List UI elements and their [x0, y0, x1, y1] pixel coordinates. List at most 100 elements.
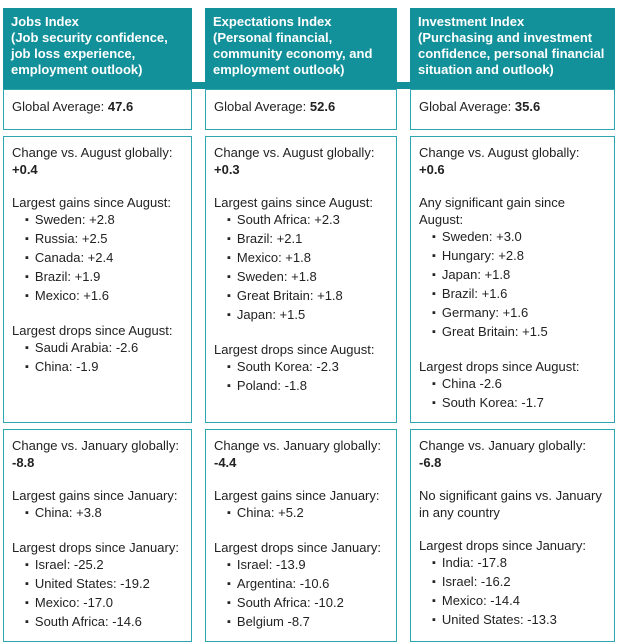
list-item: Sweden: +2.8 — [25, 211, 183, 230]
global-average-cell-jobs: Global Average: 47.6 — [3, 89, 192, 130]
august-cell-expectations: Change vs. August globally: +0.3 Largest… — [205, 136, 397, 423]
gains-list: China: +3.8 — [12, 504, 183, 523]
list-item: Brazil: +1.9 — [25, 268, 183, 287]
change-value: +0.6 — [419, 162, 445, 177]
change-value: -8.8 — [12, 455, 35, 470]
column-title: Expectations Index — [213, 14, 332, 29]
list-item: Brazil: +2.1 — [227, 230, 388, 249]
column-subtitle: (Personal financial, community economy, … — [213, 30, 373, 77]
list-item: Israel: -25.2 — [25, 556, 183, 575]
column-subtitle: (Job security confidence, job loss exper… — [11, 30, 168, 77]
list-item: Sweden: +1.8 — [227, 268, 388, 287]
list-item: Japan: +1.5 — [227, 306, 388, 325]
list-item: Israel: -13.9 — [227, 556, 388, 575]
january-cell-investment: Change vs. January globally: -6.8 No sig… — [410, 429, 615, 642]
global-average-cell-expectations: Global Average: 52.6 — [205, 89, 397, 130]
list-item: Great Britain: +1.8 — [227, 287, 388, 306]
global-average-value: 35.6 — [514, 99, 541, 114]
change-line: Change vs. August globally: +0.3 — [214, 145, 375, 177]
list-item: United States: -13.3 — [432, 611, 606, 630]
list-item: Israel: -16.2 — [432, 573, 606, 592]
list-item: Mexico: -17.0 — [25, 594, 183, 613]
list-item: Hungary: +2.8 — [432, 247, 606, 266]
list-item: China: +5.2 — [227, 504, 388, 523]
drops-list: India: -17.8Israel: -16.2Mexico: -14.4Un… — [419, 554, 606, 630]
list-item: Germany: +1.6 — [432, 304, 606, 323]
august-cell-investment: Change vs. August globally: +0.6 Any sig… — [410, 136, 615, 423]
list-item: Canada: +2.4 — [25, 249, 183, 268]
list-item: South Africa: -10.2 — [227, 594, 388, 613]
january-change-row: Change vs. January globally: -8.8 Larges… — [3, 429, 615, 642]
change-value: +0.4 — [12, 162, 38, 177]
list-item: Saudi Arabia: -2.6 — [25, 339, 183, 358]
change-line: Change vs. January globally: -8.8 — [12, 438, 179, 470]
drops-list: South Korea: -2.3Poland: -1.8 — [214, 358, 388, 396]
list-item: Great Britain: +1.5 — [432, 323, 606, 342]
gains-label: Largest gains since January: — [214, 488, 380, 503]
gains-label: Largest gains since January: — [12, 488, 178, 503]
header-row: Jobs Index (Job security confidence, job… — [3, 8, 615, 89]
august-cell-jobs: Change vs. August globally: +0.4 Largest… — [3, 136, 192, 423]
january-cell-expectations: Change vs. January globally: -4.4 Larges… — [205, 429, 397, 642]
list-item: South Africa: +2.3 — [227, 211, 388, 230]
gains-list: China: +5.2 — [214, 504, 388, 523]
column-title: Jobs Index — [11, 14, 79, 29]
column-subtitle: (Purchasing and investment confidence, p… — [418, 30, 605, 77]
column-header-jobs-index: Jobs Index (Job security confidence, job… — [3, 8, 192, 82]
list-item: Sweden: +3.0 — [432, 228, 606, 247]
drops-label: Largest drops since August: — [419, 359, 580, 374]
list-item: South Africa: -14.6 — [25, 613, 183, 632]
change-value: -6.8 — [419, 455, 442, 470]
list-item: Belgium -8.7 — [227, 613, 388, 632]
list-item: Brazil: +1.6 — [432, 285, 606, 304]
column-title: Investment Index — [418, 14, 525, 29]
list-item: Russia: +2.5 — [25, 230, 183, 249]
list-item: Argentina: -10.6 — [227, 575, 388, 594]
change-value: +0.3 — [214, 162, 240, 177]
list-item: China: -1.9 — [25, 358, 183, 377]
drops-list: Israel: -25.2United States: -19.2Mexico:… — [12, 556, 183, 632]
global-average-row: Global Average: 47.6 Global Average: 52.… — [3, 89, 615, 130]
global-average-value: 52.6 — [309, 99, 336, 114]
change-line: Change vs. January globally: -6.8 — [419, 438, 586, 470]
global-average-line: Global Average: 52.6 — [214, 99, 336, 114]
january-cell-jobs: Change vs. January globally: -8.8 Larges… — [3, 429, 192, 642]
list-item: South Korea: -2.3 — [227, 358, 388, 377]
list-item: Poland: -1.8 — [227, 377, 388, 396]
gains-label: Largest gains since August: — [214, 195, 373, 210]
august-change-row: Change vs. August globally: +0.4 Largest… — [3, 136, 615, 423]
list-item: India: -17.8 — [432, 554, 606, 573]
drops-label: Largest drops since January: — [419, 538, 586, 553]
column-header-investment-index: Investment Index (Purchasing and investm… — [410, 8, 615, 82]
list-item: China: +3.8 — [25, 504, 183, 523]
gains-list: South Africa: +2.3Brazil: +2.1Mexico: +1… — [214, 211, 388, 325]
global-average-line: Global Average: 35.6 — [419, 99, 541, 114]
gains-list: Sweden: +3.0Hungary: +2.8Japan: +1.8Braz… — [419, 228, 606, 342]
list-item: Mexico: +1.6 — [25, 287, 183, 306]
gains-label: Largest gains since August: — [12, 195, 171, 210]
drops-list: Israel: -13.9Argentina: -10.6South Afric… — [214, 556, 388, 632]
header-underline-bar — [3, 82, 615, 89]
global-average-value: 47.6 — [107, 99, 134, 114]
drops-label: Largest drops since August: — [12, 323, 173, 338]
list-item: China -2.6 — [432, 375, 606, 394]
drops-list: China -2.6South Korea: -1.7 — [419, 375, 606, 413]
drops-label: Largest drops since January: — [12, 540, 179, 555]
drops-label: Largest drops since August: — [214, 342, 375, 357]
list-item: Japan: +1.8 — [432, 266, 606, 285]
list-item: Mexico: -14.4 — [432, 592, 606, 611]
change-line: Change vs. August globally: +0.6 — [419, 145, 580, 177]
list-item: South Korea: -1.7 — [432, 394, 606, 413]
drops-list: Saudi Arabia: -2.6China: -1.9 — [12, 339, 183, 377]
list-item: United States: -19.2 — [25, 575, 183, 594]
gains-label: No significant gains vs. January in any … — [419, 488, 602, 520]
gains-list: Sweden: +2.8Russia: +2.5Canada: +2.4Braz… — [12, 211, 183, 306]
drops-label: Largest drops since January: — [214, 540, 381, 555]
column-header-expectations-index: Expectations Index (Personal financial, … — [205, 8, 397, 82]
change-line: Change vs. January globally: -4.4 — [214, 438, 381, 470]
change-line: Change vs. August globally: +0.4 — [12, 145, 173, 177]
change-value: -4.4 — [214, 455, 237, 470]
list-item: Mexico: +1.8 — [227, 249, 388, 268]
gains-label: Any significant gain since August: — [419, 195, 565, 227]
